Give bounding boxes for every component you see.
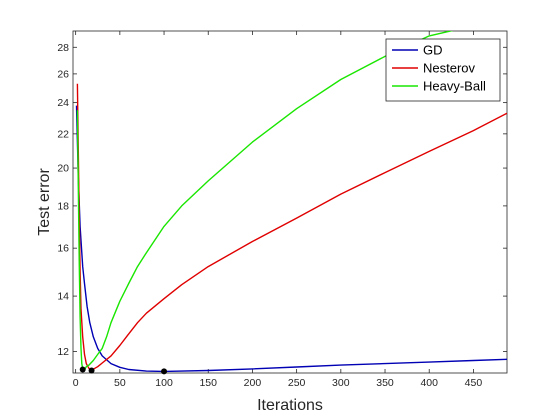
- x-tick-label: 50: [114, 377, 126, 389]
- x-tick-label: 0: [73, 377, 79, 389]
- y-tick-label: 26: [57, 68, 69, 80]
- min-marker-heavy-ball: [79, 366, 86, 373]
- legend-label-gd: GD: [423, 43, 443, 58]
- min-marker-gd: [161, 368, 168, 375]
- y-axis-label: Test error: [36, 168, 53, 236]
- series-line-nesterov: [76, 83, 507, 372]
- x-tick-label: 300: [332, 377, 350, 389]
- y-tick-label: 16: [57, 243, 69, 255]
- legend-label-nesterov: Nesterov: [423, 61, 476, 76]
- x-tick-label: 450: [465, 377, 483, 389]
- series-layer: [75, 31, 507, 373]
- x-tick-label: 250: [288, 377, 306, 389]
- y-tick-label: 18: [57, 200, 69, 212]
- x-axis-label: Iterations: [257, 397, 323, 414]
- x-tick-label: 350: [376, 377, 394, 389]
- marker-layer: [79, 366, 168, 375]
- legend-label-heavy-ball: Heavy-Ball: [423, 79, 486, 94]
- y-axis-ticks: 12 14 16 18 20 22 24 26 28: [57, 42, 507, 358]
- x-tick-label: 150: [199, 377, 217, 389]
- x-tick-label: 100: [155, 377, 173, 389]
- x-tick-label: 400: [420, 377, 438, 389]
- series-line-gd: [75, 105, 507, 373]
- min-marker-nesterov: [88, 367, 95, 374]
- y-tick-label: 14: [57, 291, 69, 303]
- y-tick-label: 24: [57, 97, 69, 109]
- y-tick-label: 20: [57, 163, 69, 175]
- y-tick-label: 22: [57, 128, 69, 140]
- series-line-heavy-ball: [76, 31, 454, 371]
- legend-box: [385, 38, 501, 102]
- legend: GD Nesterov Heavy-Ball: [385, 38, 501, 102]
- x-tick-label: 200: [244, 377, 262, 389]
- y-tick-label: 12: [57, 346, 69, 358]
- x-axis-ticks: 0 50 100 150 200 250 300 350 400 450: [73, 31, 483, 389]
- y-tick-label: 28: [57, 42, 69, 54]
